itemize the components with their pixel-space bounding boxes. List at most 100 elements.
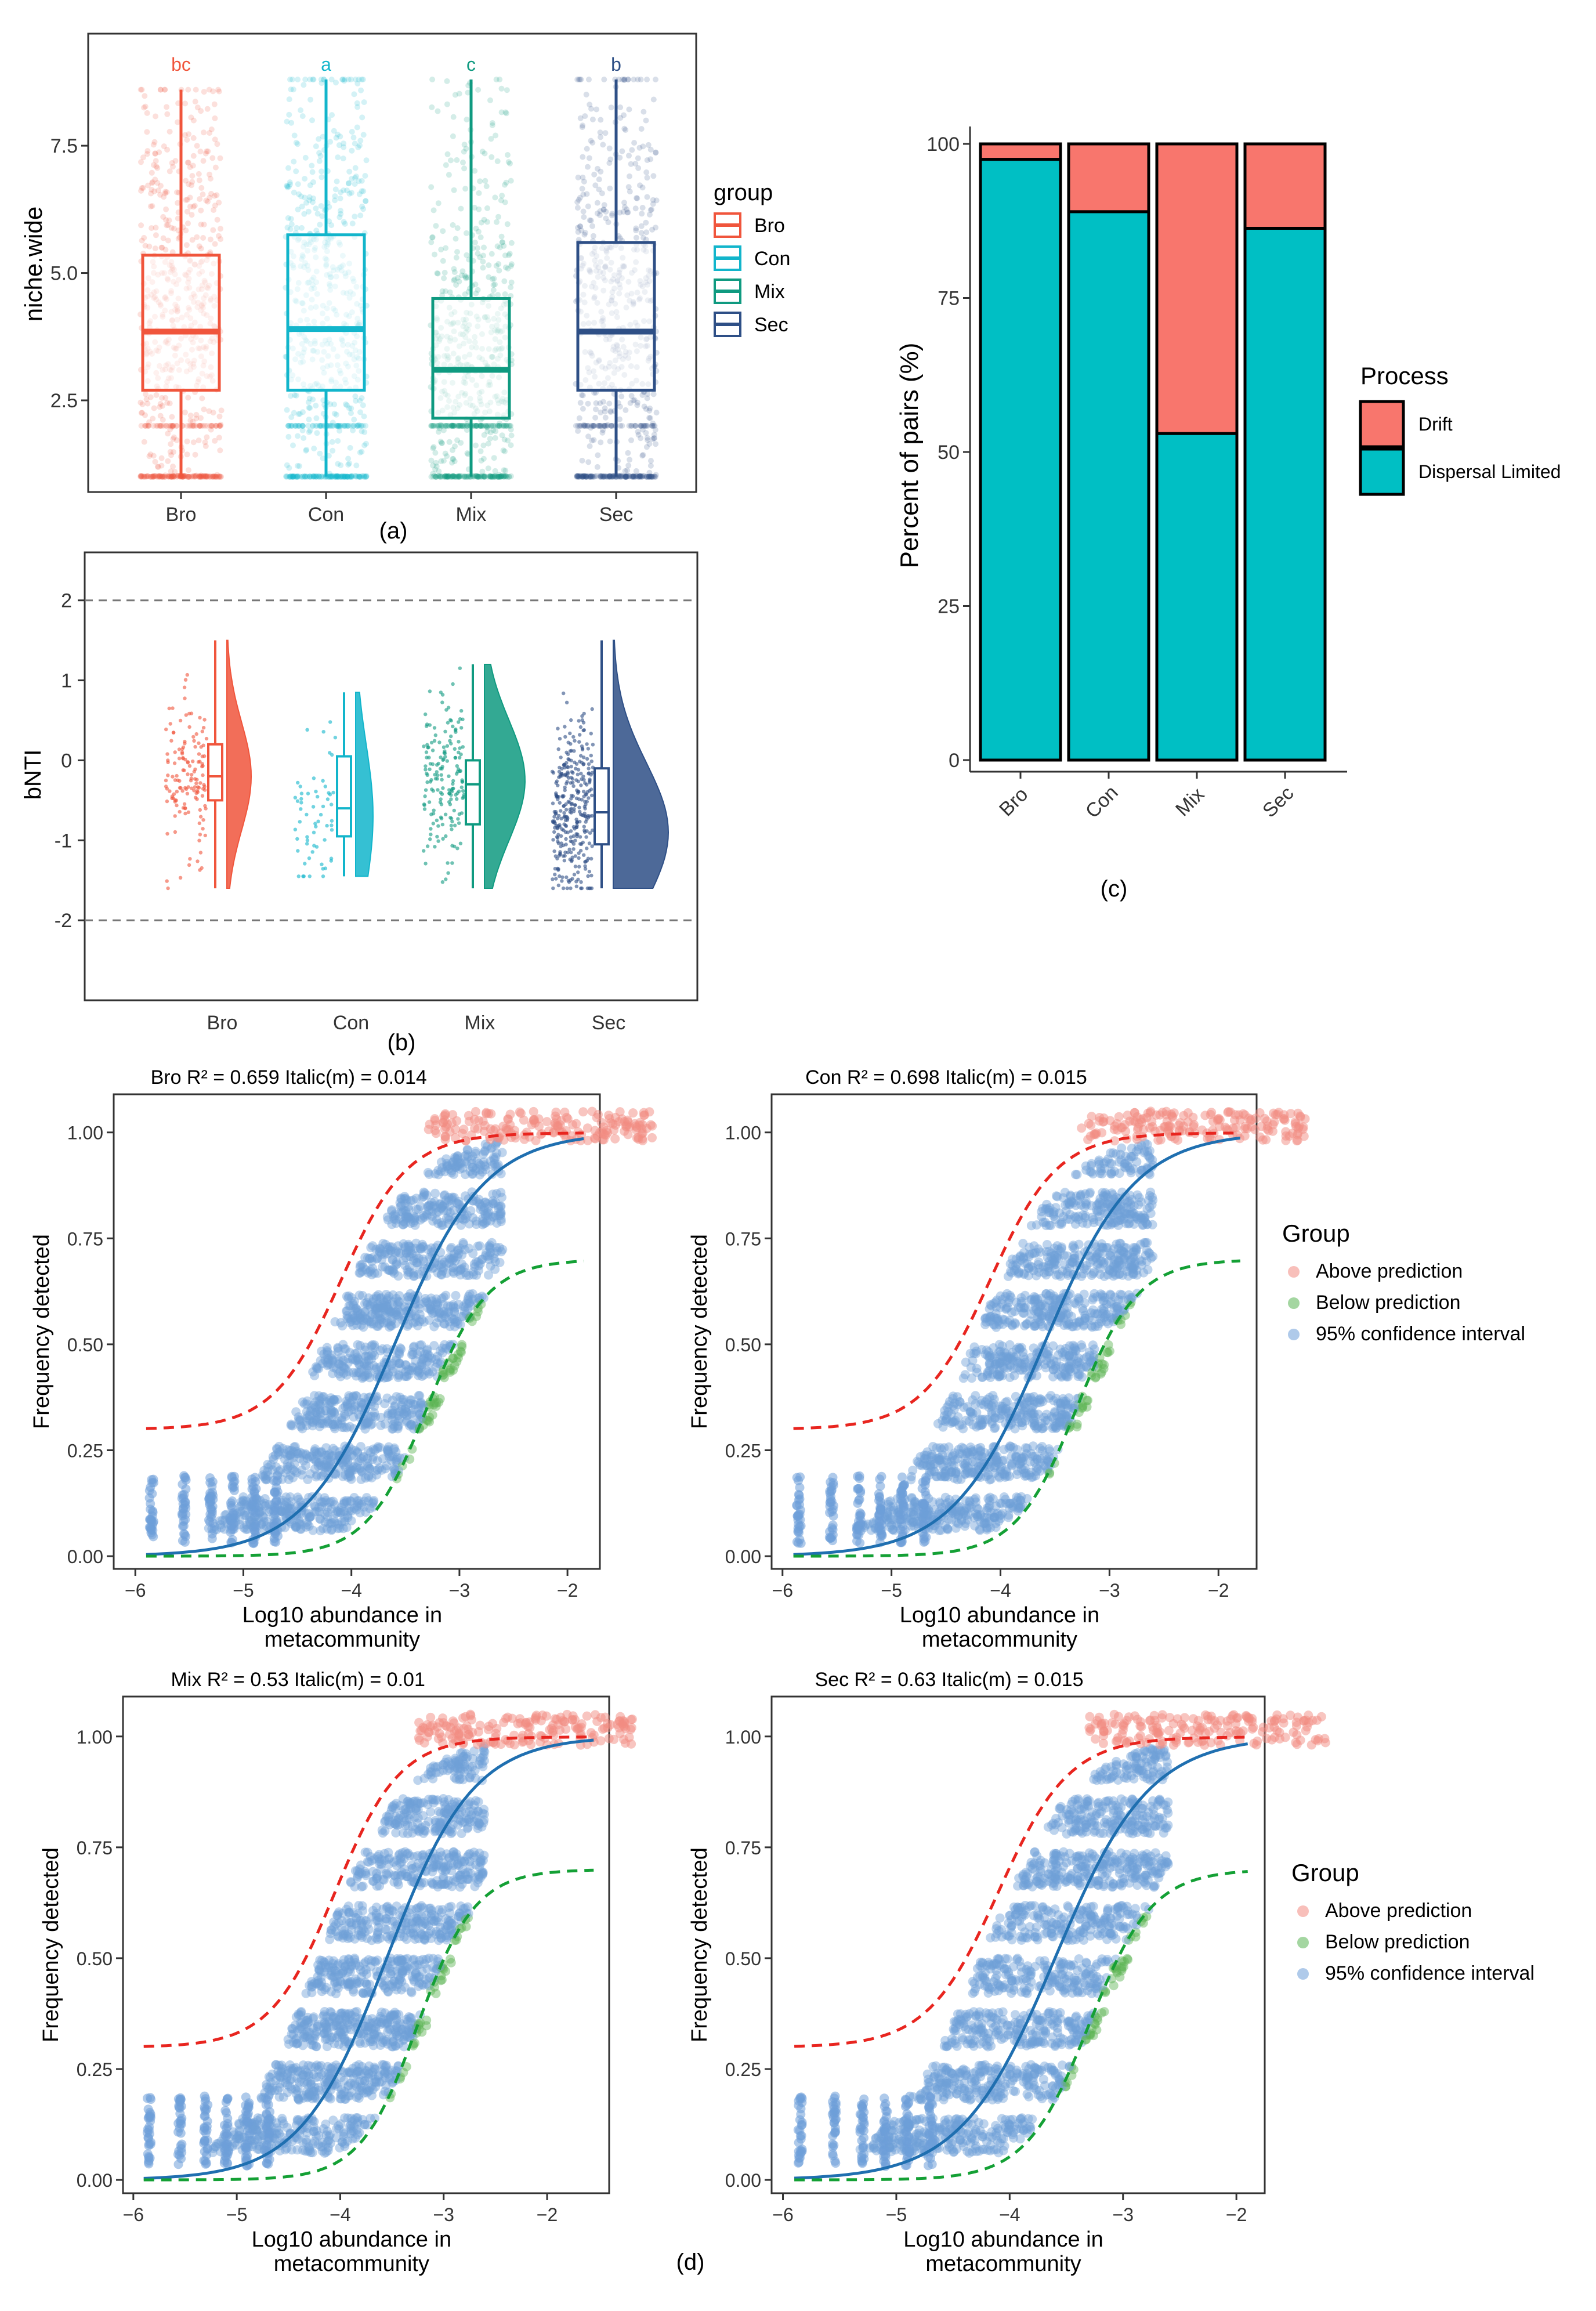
x-tick-label: Mix xyxy=(465,1012,495,1034)
jitter-point-Sec xyxy=(638,435,644,442)
raw-point-Sec xyxy=(574,832,578,836)
raw-point-Sec xyxy=(579,886,583,891)
raw-point-Mix xyxy=(449,742,453,746)
jitter-point-Bro xyxy=(146,453,153,460)
raw-point-Sec xyxy=(587,766,591,771)
x-tick-label: Con xyxy=(333,1012,369,1034)
jitter-point-Bro xyxy=(138,422,144,429)
jitter-point-Mix xyxy=(450,222,456,228)
raw-point-Mix xyxy=(439,816,444,820)
raw-point-Con xyxy=(312,776,316,780)
raw-point-Sec xyxy=(570,877,574,881)
raw-point-Bro xyxy=(178,779,182,783)
jitter-point-Mix xyxy=(433,463,440,469)
raw-point-Sec xyxy=(589,873,593,878)
raw-point-Sec xyxy=(585,847,589,851)
raw-point-Bro xyxy=(183,742,187,746)
raw-point-Bro xyxy=(201,818,205,822)
jitter-point-Sec xyxy=(577,473,584,479)
raw-point-Con xyxy=(330,823,334,827)
jitter-point-Bro xyxy=(190,422,196,429)
jitter-point-Con xyxy=(357,142,363,149)
raw-point-Con xyxy=(323,838,327,842)
jitter-point-Bro xyxy=(197,422,202,429)
raw-point-Sec xyxy=(558,823,562,827)
jitter-point-Con xyxy=(313,205,319,212)
jitter-point-Sec xyxy=(599,190,605,197)
raw-point-Bro xyxy=(166,773,170,777)
jitter-point-Mix xyxy=(490,282,497,288)
jitter-point-Con xyxy=(361,429,368,435)
raw-point-Sec xyxy=(569,835,573,840)
raw-point-Bro xyxy=(195,789,200,793)
raw-point-Mix xyxy=(447,788,451,792)
raw-point-Mix xyxy=(444,834,448,838)
raw-point-Mix xyxy=(422,807,427,811)
jitter-point-Bro xyxy=(159,473,165,480)
jitter-point-Mix xyxy=(445,473,451,479)
jitter-point-Sec xyxy=(585,164,591,170)
jitter-point-Sec xyxy=(607,185,613,191)
jitter-point-Bro xyxy=(186,473,192,480)
raw-point-Sec xyxy=(576,772,580,777)
y-tick-label: 100 xyxy=(927,133,960,155)
jitter-point-Sec xyxy=(598,422,605,429)
jitter-point-Bro xyxy=(167,473,173,479)
jitter-point-Mix xyxy=(508,279,515,285)
raw-point-Bro xyxy=(192,739,196,743)
y-tick-label: -1 xyxy=(55,830,72,852)
jitter-point-Bro xyxy=(196,473,202,480)
jitter-point-Sec xyxy=(644,157,650,163)
raw-point-Bro xyxy=(204,736,209,741)
raw-point-Con xyxy=(329,859,333,863)
ncm-point xyxy=(419,1188,429,1198)
raw-point-Sec xyxy=(582,824,586,829)
jitter-point-Bro xyxy=(187,204,193,210)
jitter-point-Sec xyxy=(625,184,632,190)
jitter-point-Con xyxy=(303,447,309,454)
jitter-point-Sec xyxy=(589,139,596,146)
jitter-point-Bro xyxy=(198,473,205,480)
raw-point-Mix xyxy=(443,755,447,759)
jitter-point-Bro xyxy=(159,244,165,251)
jitter-point-Mix xyxy=(489,473,495,480)
raw-point-Bro xyxy=(194,732,198,736)
raw-point-Mix xyxy=(455,764,459,768)
jitter-point-Bro xyxy=(153,113,158,120)
raw-point-Mix xyxy=(433,733,437,737)
jitter-point-Sec xyxy=(586,155,592,161)
legend-label-drift: Drift xyxy=(1418,414,1453,435)
raw-point-Mix xyxy=(435,763,439,767)
raw-point-Bro xyxy=(191,760,195,764)
raw-point-Sec xyxy=(566,765,570,769)
jitter-point-Bro xyxy=(161,86,168,93)
jitter-point-Sec xyxy=(646,473,652,480)
jitter-point-Con xyxy=(358,87,364,93)
jitter-point-Bro xyxy=(160,417,166,423)
raw-point-Sec xyxy=(570,770,574,774)
box-Con xyxy=(336,755,352,838)
jitter-point-Sec xyxy=(619,148,625,154)
jitter-point-Bro xyxy=(197,473,203,480)
jitter-point-Bro xyxy=(154,422,161,429)
jitter-point-Sec xyxy=(574,205,581,211)
bar-Con-dispersal xyxy=(1067,210,1150,762)
legend-label-Sec: Sec xyxy=(754,314,788,336)
raw-point-Sec xyxy=(577,719,581,723)
jitter-point-Sec xyxy=(585,203,591,209)
raw-point-Sec xyxy=(584,859,588,864)
jitter-point-Bro xyxy=(156,149,162,155)
jitter-point-Bro xyxy=(169,422,175,429)
jitter-point-Bro xyxy=(216,473,223,480)
jitter-point-Bro xyxy=(165,458,171,464)
raw-point-Bro xyxy=(183,811,187,816)
raw-point-Bro xyxy=(171,796,175,800)
jitter-point-Bro xyxy=(147,473,153,480)
jitter-point-Bro xyxy=(183,242,190,248)
jitter-point-Mix xyxy=(482,150,488,157)
jitter-point-Mix xyxy=(443,162,449,168)
jitter-point-Mix xyxy=(502,291,508,297)
jitter-point-Bro xyxy=(214,216,220,223)
jitter-point-Bro xyxy=(167,168,173,175)
jitter-point-Sec xyxy=(628,437,634,443)
